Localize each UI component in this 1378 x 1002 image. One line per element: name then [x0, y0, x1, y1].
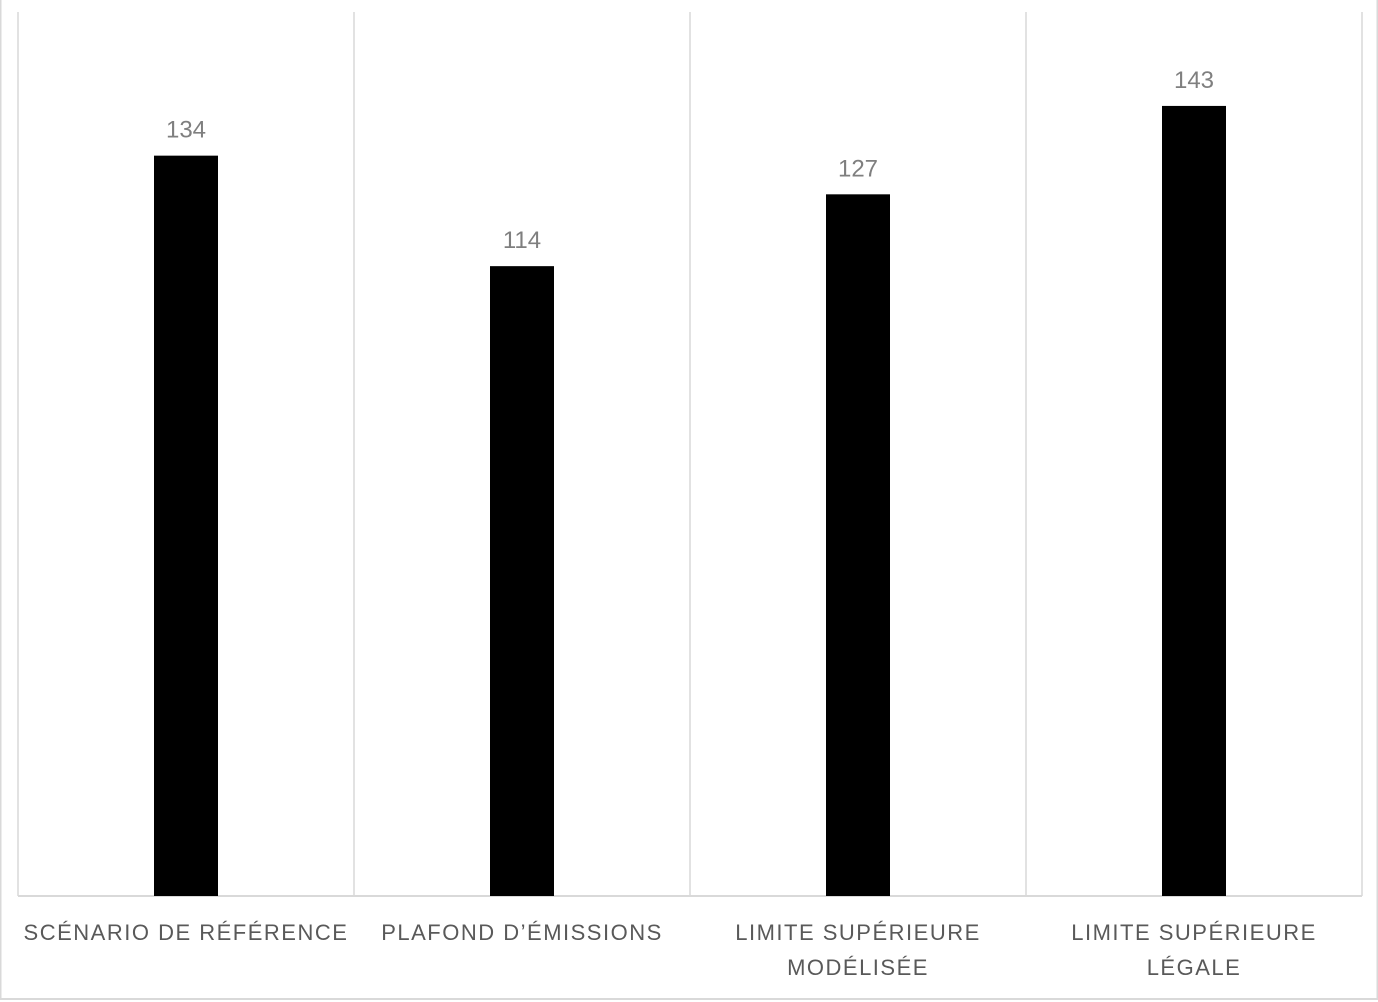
x-tick-label: LIMITE SUPÉRIEURE LÉGALE: [1071, 920, 1317, 980]
bar: [826, 194, 890, 896]
value-label: 134: [166, 117, 206, 144]
x-tick-label: PLAFOND D’ÉMISSIONS: [381, 920, 663, 945]
bar: [1162, 105, 1226, 897]
x-tick-label: SCÉNARIO DE RÉFÉRENCE: [23, 920, 349, 945]
bar: [154, 155, 218, 896]
value-label: 143: [1174, 67, 1214, 94]
value-label: 127: [838, 155, 878, 182]
value-label: 114: [503, 227, 541, 254]
x-tick-label: LIMITE SUPÉRIEURE MODÉLISÉE: [735, 920, 981, 980]
bar: [490, 266, 554, 896]
